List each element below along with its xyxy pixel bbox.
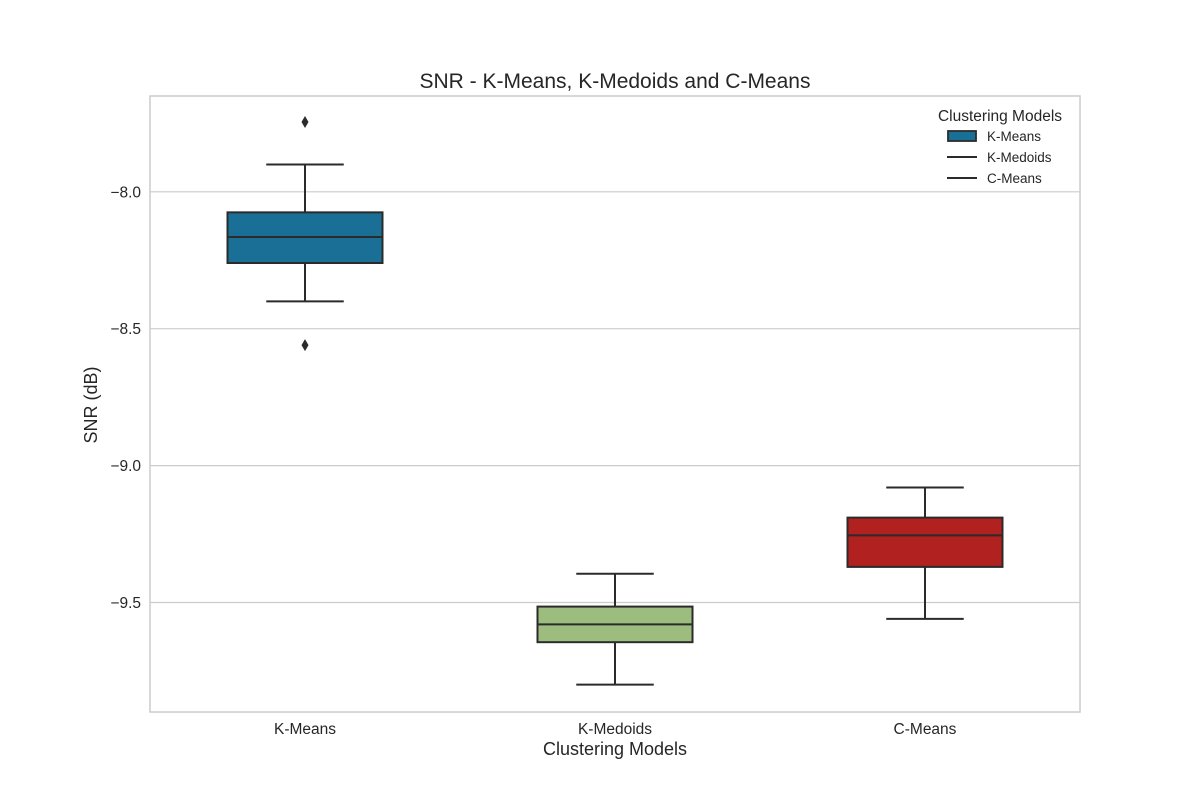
boxes xyxy=(226,116,1004,686)
legend-swatch xyxy=(947,130,977,142)
box-group-c-means xyxy=(846,486,1004,620)
legend-title: Clustering Models xyxy=(938,108,1062,125)
legend: Clustering Models K-Means K-Medoids C-Mean… xyxy=(938,108,1062,186)
x-axis-label: Clustering Models xyxy=(543,739,687,759)
box-group-k-means xyxy=(226,116,384,352)
y-tick-label: −9.5 xyxy=(110,595,141,612)
y-tick-label: −8.5 xyxy=(110,321,141,338)
legend-entries: K-Means K-Medoids C-Means xyxy=(947,129,1052,186)
outlier-point xyxy=(301,116,309,129)
legend-label: C-Means xyxy=(987,171,1042,186)
y-tick-label: −8.0 xyxy=(110,184,141,201)
x-tick-label: C-Means xyxy=(894,721,957,738)
x-tick-label: K-Medoids xyxy=(578,721,652,738)
box-group-k-medoids xyxy=(536,572,694,686)
legend-label: K-Medoids xyxy=(987,150,1052,165)
outlier-point xyxy=(301,339,309,352)
legend-entry-c-means: C-Means xyxy=(947,171,1042,186)
legend-label: K-Means xyxy=(987,129,1041,144)
legend-entry-k-means: K-Means xyxy=(947,129,1041,144)
iqr-box xyxy=(846,516,1004,568)
plot-frame xyxy=(149,95,1081,713)
y-tick-label: −9.0 xyxy=(110,458,141,475)
legend-entry-k-medoids: K-Medoids xyxy=(947,150,1052,165)
tick-labels: −8.0 −8.5 −9.0 −9.5 K-Means K-Medoids C-Means xyxy=(110,184,956,738)
x-tick-label: K-Means xyxy=(274,721,336,738)
y-axis-label: SNR (dB) xyxy=(81,366,101,443)
chart-title: SNR - K-Means, K-Medoids and C-Means xyxy=(420,70,811,93)
